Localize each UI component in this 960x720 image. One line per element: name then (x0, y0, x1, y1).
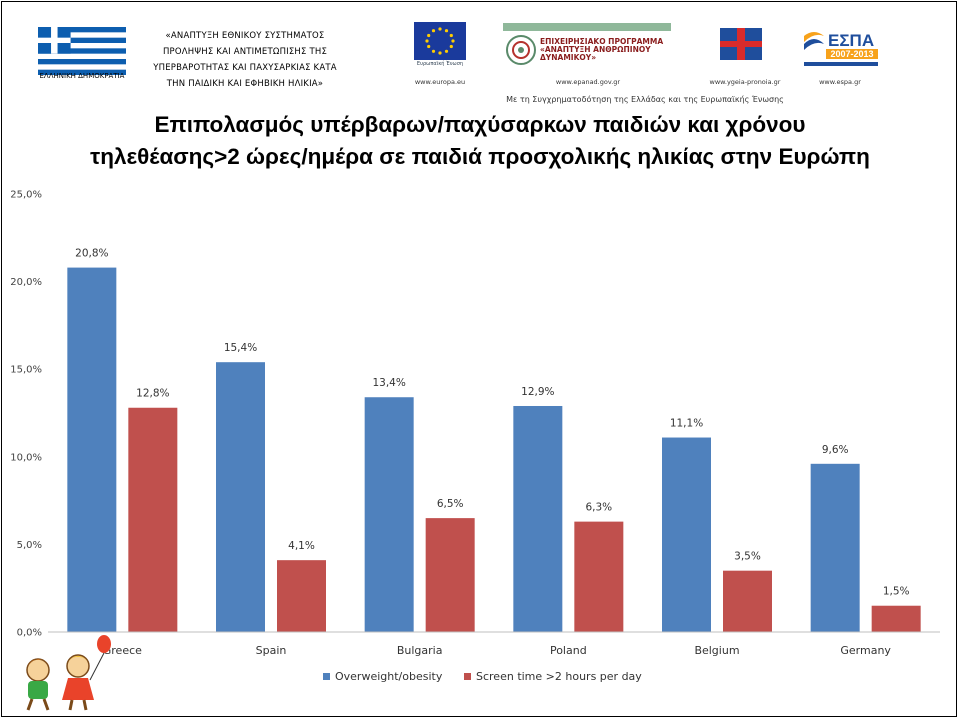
y-tick-label: 25,0% (10, 190, 42, 201)
greek-flag-logo (38, 27, 126, 75)
y-tick-label: 20,0% (10, 277, 42, 288)
espa-url: www.espa.gr (819, 78, 861, 86)
y-tick-label: 10,0% (10, 452, 42, 463)
data-label: 20,8% (75, 248, 108, 260)
flag-caption: ΕΛΛΗΝΙΚΗ ΔΗΜΟΚΡΑΤΙΑ (39, 72, 125, 80)
y-tick-label: 5,0% (17, 540, 42, 551)
eu-url: www.europa.eu (414, 78, 466, 86)
data-label: 6,5% (437, 498, 464, 510)
legend-swatch (323, 673, 330, 680)
data-label: 12,9% (521, 386, 554, 398)
cofinancing-note: Με τη Συγχρηματοδότηση της Ελλάδας και τ… (506, 95, 784, 104)
bar-bulgaria-screen-time (425, 518, 475, 632)
bar-germany-overweight (810, 463, 860, 632)
bar-poland-overweight (513, 405, 563, 632)
data-labels: 20,8% 12,8% 15,4% 4,1% 13,4% 6,5% 12,9% 6,3% 11,… (75, 248, 909, 598)
data-label: 9,6% (822, 444, 849, 456)
x-tick-label: Germany (840, 644, 891, 657)
data-label: 12,8% (136, 388, 169, 400)
bar-chart: 0,0% 5,0% 10,0% 15,0% 20,0% 25,0% 20,8% 12,8% 1… (10, 190, 940, 683)
bar-spain-screen-time (277, 560, 326, 632)
chart-title-line-1: Επιπολασμός υπέρβαρων/παχύσαρκων παιδιών… (154, 112, 806, 137)
bar-greece-screen-time (128, 407, 178, 632)
bars (67, 267, 921, 632)
bar-spain-overweight (216, 362, 265, 632)
project-title: «ΑΝΑΠΤΥΞΗ ΕΘΝΙΚΟΥ ΣΥΣΤΗΜΑΤΟΣ ΠΡΟΛΗΨΗΣ ΚΑ… (153, 31, 337, 89)
y-tick-label: 15,0% (10, 365, 42, 376)
x-tick-label: Spain (256, 644, 287, 657)
op-title: ΕΠΙΧΕΙΡΗΣΙΑΚΟ ΠΡΟΓΡΑΜΜΑ «ΑΝΑΠΤΥΞΗ ΑΝΘΡΩΠ… (540, 37, 664, 62)
data-label: 3,5% (734, 551, 761, 563)
legend: Overweight/obesity Screen time >2 hours p… (323, 670, 642, 683)
bar-belgium-screen-time (723, 570, 772, 632)
x-tick-label: Belgium (694, 644, 739, 657)
eu-caption: Ευρωπαϊκή Ένωση (416, 61, 464, 67)
legend-swatch (464, 673, 471, 680)
health-url: www.ygeia-pronoia.gr (709, 78, 781, 86)
op-emblem-icon (506, 35, 536, 65)
bar-greece-overweight (67, 267, 117, 632)
chart-title: Επιπολασμός υπέρβαρων/παχύσαρκων παιδιών… (0, 109, 960, 173)
espa-years: 2007-2013 (830, 49, 873, 59)
x-tick-label: Bulgaria (397, 644, 443, 657)
data-label: 4,1% (288, 540, 315, 552)
data-label: 15,4% (224, 342, 257, 354)
espa-logo: ΕΣΠΑ 2007-2013 (804, 31, 878, 66)
children-illustration (26, 635, 111, 711)
bar-germany-screen-time (871, 605, 921, 632)
bar-poland-screen-time (574, 521, 624, 632)
data-label: 6,3% (585, 502, 612, 514)
health-ministry-logo (720, 28, 762, 60)
legend-label: Overweight/obesity (335, 670, 443, 683)
data-label: 11,1% (670, 418, 703, 430)
eu-flag-logo (414, 22, 466, 60)
x-tick-label: Greece (103, 644, 142, 657)
op-url: www.epanad.gov.gr (555, 78, 621, 86)
x-axis-labels: Greece Spain Bulgaria Poland Belgium Germany (103, 644, 892, 657)
espa-label: ΕΣΠΑ (828, 31, 874, 50)
bar-belgium-overweight (662, 437, 711, 632)
bar-bulgaria-overweight (364, 397, 414, 632)
legend-label: Screen time >2 hours per day (476, 670, 642, 683)
op-banner (503, 23, 671, 31)
y-axis-labels: 0,0% 5,0% 10,0% 15,0% 20,0% 25,0% (10, 190, 42, 639)
chart-title-line-2: τηλεθέασης>2 ώρες/ημέρα σε παιδιά προσχο… (90, 144, 870, 169)
x-tick-label: Poland (550, 644, 587, 657)
data-label: 1,5% (883, 586, 910, 598)
data-label: 13,4% (372, 377, 405, 389)
y-tick-label: 0,0% (17, 628, 42, 639)
